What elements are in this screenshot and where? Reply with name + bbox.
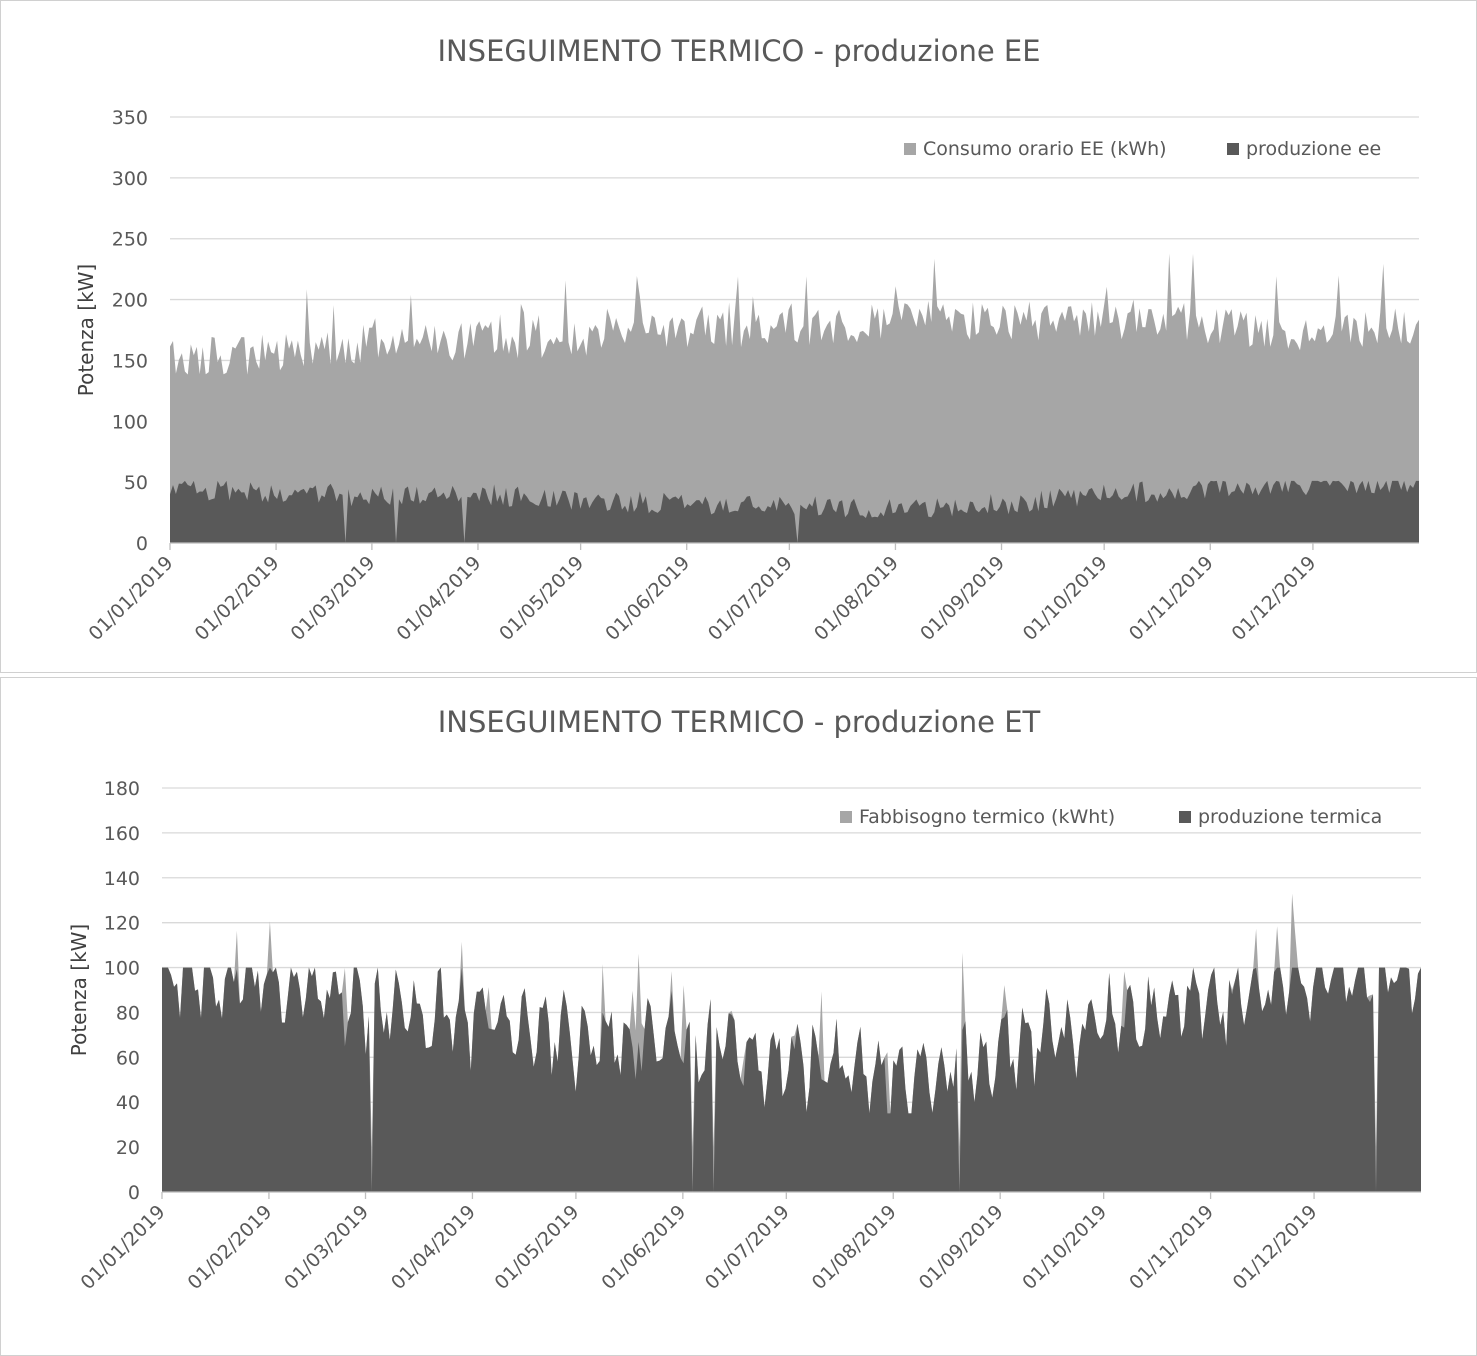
y-tick-label: 60 [116,1047,140,1069]
legend-label: Fabbisogno termico (kWht) [859,806,1115,828]
y-tick-label: 300 [112,168,148,190]
x-tick-label: 01/01/2019 [77,1201,170,1294]
x-tick-label: 01/12/2019 [1227,552,1320,645]
x-tick-label: 01/12/2019 [1229,1201,1322,1294]
x-tick-label: 01/05/2019 [490,1201,583,1294]
chart-title: INSEGUIMENTO TERMICO - produzione ET [438,705,1041,739]
legend-label: produzione ee [1246,138,1381,160]
y-axis-title: Potenza [kW] [67,924,91,1056]
x-tick-label: 01/01/2019 [85,552,178,645]
y-tick-label: 160 [104,823,140,845]
x-tick-label: 01/09/2019 [915,1201,1008,1294]
x-tick-label: 01/07/2019 [701,1201,794,1294]
x-tick-label: 01/07/2019 [704,552,797,645]
y-axis-title: Potenza [kW] [74,264,98,396]
legend-label: produzione termica [1198,806,1382,828]
y-tick-label: 150 [112,350,148,372]
legend-swatch [904,143,916,155]
x-tick-label: 01/06/2019 [601,552,694,645]
y-tick-label: 0 [128,1182,140,1204]
chart-et-svg: INSEGUIMENTO TERMICO - produzione ET 0 20 4… [67,705,1421,1294]
x-tick-label: 01/10/2019 [1019,552,1112,645]
x-tick-label: 01/03/2019 [286,552,379,645]
x-tick-label: 01/04/2019 [393,552,486,645]
x-tick-label: 01/04/2019 [387,1201,480,1294]
x-tick-label: 01/10/2019 [1018,1201,1111,1294]
legend-swatch [1179,811,1191,823]
legend-swatch [1227,143,1239,155]
y-tick-label: 250 [112,229,148,251]
x-tick-label: 01/05/2019 [495,552,588,645]
chart-panel-et: INSEGUIMENTO TERMICO - produzione ET 0 20 4… [0,677,1477,1356]
chart-title: INSEGUIMENTO TERMICO - produzione EE [437,34,1040,68]
legend-label: Consumo orario EE (kWh) [923,138,1167,160]
x-tick-label: 01/11/2019 [1125,552,1218,645]
y-tick-label: 350 [112,107,148,129]
x-tick-label: 01/06/2019 [597,1201,690,1294]
x-tick-label: 01/02/2019 [183,1201,276,1294]
chart-panel-ee: INSEGUIMENTO TERMICO - produzione EE 0 50 1… [0,0,1477,673]
chart-ee-svg: INSEGUIMENTO TERMICO - produzione EE 0 50 1… [74,34,1419,645]
x-tick-label: 01/08/2019 [810,552,903,645]
y-tick-label: 100 [112,411,148,433]
y-tick-label: 50 [124,472,148,494]
y-tick-label: 120 [104,913,140,935]
y-tick-label: 180 [104,778,140,800]
x-tick-label: 01/11/2019 [1125,1201,1218,1294]
y-tick-label: 80 [116,1002,140,1024]
x-tick-label: 01/09/2019 [916,552,1009,645]
x-tick-label: 01/08/2019 [808,1201,901,1294]
x-tick-label: 01/02/2019 [191,552,284,645]
y-tick-label: 40 [116,1092,140,1114]
series-area-produzione-ee [170,480,1419,543]
y-tick-label: 100 [104,958,140,980]
y-tick-label: 140 [104,868,140,890]
x-tick-label: 01/03/2019 [280,1201,373,1294]
legend-swatch [840,811,852,823]
y-tick-label: 20 [116,1137,140,1159]
series-area-produzione-termica [162,967,1421,1192]
y-tick-label: 0 [136,533,148,555]
y-tick-label: 200 [112,290,148,312]
series-area-consumo-ee [170,253,1419,543]
